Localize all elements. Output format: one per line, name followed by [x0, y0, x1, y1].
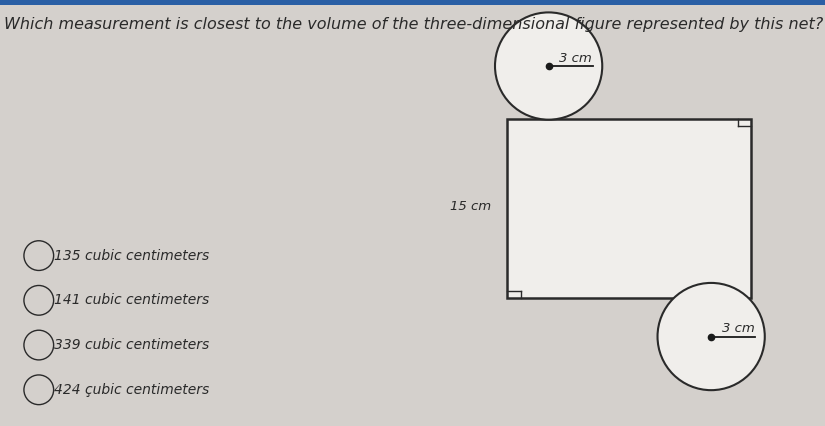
Bar — [0, 0, 825, 5]
Text: 424 çubic centimeters: 424 çubic centimeters — [54, 383, 210, 397]
Ellipse shape — [495, 12, 602, 120]
Text: 141 cubic centimeters: 141 cubic centimeters — [54, 294, 210, 307]
Text: Which measurement is closest to the volume of the three-dimensional figure repre: Which measurement is closest to the volu… — [4, 17, 825, 32]
Text: 15 cm: 15 cm — [450, 200, 491, 213]
Text: 3 cm: 3 cm — [722, 322, 755, 335]
Bar — [507, 119, 751, 298]
Text: 135 cubic centimeters: 135 cubic centimeters — [54, 249, 210, 262]
Text: 339 cubic centimeters: 339 cubic centimeters — [54, 338, 210, 352]
Text: 3 cm: 3 cm — [559, 52, 592, 65]
Ellipse shape — [658, 283, 765, 390]
